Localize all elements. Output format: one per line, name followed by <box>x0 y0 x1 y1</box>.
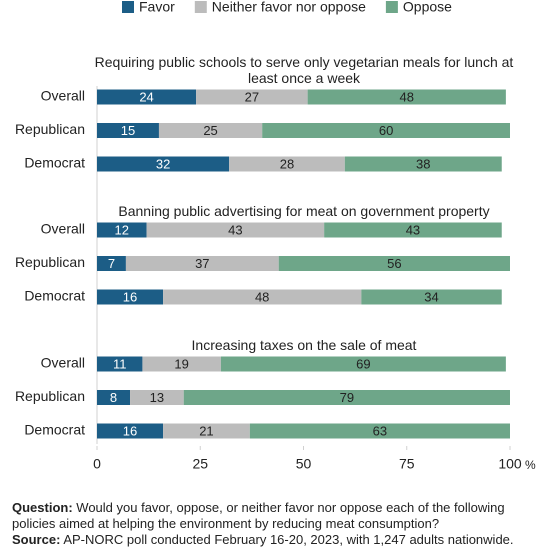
data-label: 38 <box>416 156 430 171</box>
category-label: Overall <box>41 355 85 371</box>
data-label: 15 <box>121 123 135 138</box>
bar-segment <box>97 390 131 405</box>
bar-segment <box>262 123 510 138</box>
data-label: 56 <box>387 256 401 271</box>
bar-segment <box>307 89 506 105</box>
bar-segment <box>344 156 502 172</box>
data-label: 25 <box>203 123 217 138</box>
category-label: Republican <box>15 388 85 404</box>
bar-segment <box>146 222 325 238</box>
x-tick-label: 0 <box>93 456 101 472</box>
data-label: 19 <box>174 356 188 371</box>
data-label: 43 <box>228 222 242 237</box>
data-label: 32 <box>156 156 170 171</box>
legend-label: Favor <box>139 0 175 15</box>
data-label: 7 <box>108 256 115 271</box>
x-tick-label: 75 <box>399 456 415 472</box>
data-label: 69 <box>356 356 370 371</box>
question-text: Would you favor, oppose, or neither favo… <box>12 500 505 531</box>
category-label: Democrat <box>24 155 85 171</box>
bar-segment <box>97 89 197 105</box>
data-label: 63 <box>373 423 387 438</box>
bar-segment <box>278 256 510 271</box>
bar-segment <box>163 289 362 305</box>
data-label: 12 <box>115 222 129 237</box>
bar-segment <box>249 423 510 439</box>
x-tick-label: 50 <box>296 456 312 472</box>
bar-segment <box>324 222 502 238</box>
data-label: 13 <box>150 390 164 405</box>
source-text: AP-NORC poll conducted February 16-20, 2… <box>63 532 514 547</box>
data-label: 60 <box>379 123 393 138</box>
data-label: 16 <box>123 289 137 304</box>
bar-segment <box>229 156 345 172</box>
x-axis-unit: % <box>525 458 536 472</box>
category-label: Democrat <box>24 422 85 438</box>
source: Source: AP-NORC poll conducted February … <box>12 532 542 548</box>
data-label: 48 <box>400 89 414 104</box>
bar-segment <box>97 356 143 372</box>
source-label: Source: <box>12 532 61 547</box>
bar-segment <box>183 390 511 405</box>
data-label: 24 <box>139 89 153 104</box>
bar-segment <box>97 222 147 238</box>
category-label: Republican <box>15 254 85 270</box>
data-label: 48 <box>255 289 269 304</box>
bar-segment <box>158 123 263 138</box>
question: Question: Would you favor, oppose, or ne… <box>12 500 542 532</box>
bar-segment <box>361 289 502 305</box>
bar-segment <box>163 423 250 439</box>
legend-swatch <box>385 1 398 13</box>
bar-segment <box>97 289 164 305</box>
bar-segment <box>97 156 230 172</box>
legend-label: Neither favor nor oppose <box>212 0 366 15</box>
data-label: 28 <box>280 156 294 171</box>
bar-segment <box>97 123 159 138</box>
data-label: 11 <box>113 356 127 371</box>
panel-title: Banning public advertising for meat on g… <box>118 203 490 219</box>
bar-segment <box>97 256 126 271</box>
data-label: 79 <box>340 390 354 405</box>
panel-title: Increasing taxes on the sale of meat <box>191 337 417 353</box>
bar-segment <box>142 356 221 372</box>
bar-segment <box>196 89 308 105</box>
data-label: 43 <box>406 222 420 237</box>
legend-swatch <box>122 1 134 13</box>
category-label: Republican <box>15 121 85 137</box>
footnote: Question: Would you favor, oppose, or ne… <box>12 500 542 548</box>
data-label: 34 <box>424 289 438 304</box>
data-label: 27 <box>245 89 259 104</box>
x-tick-label: 100 <box>498 456 522 472</box>
data-label: 21 <box>199 423 213 438</box>
category-label: Democrat <box>24 288 85 304</box>
legend-label: Oppose <box>403 0 452 15</box>
category-label: Overall <box>41 88 85 104</box>
bar-segment <box>97 423 164 439</box>
bar-segment <box>125 256 279 271</box>
bar-segment <box>130 390 184 405</box>
question-label: Question: <box>12 500 73 515</box>
category-label: Overall <box>41 221 85 237</box>
data-label: 16 <box>123 423 137 438</box>
legend-swatch <box>194 1 207 13</box>
x-tick-label: 25 <box>192 456 208 472</box>
data-label: 8 <box>110 390 117 405</box>
bar-segment <box>220 356 506 372</box>
panel-title: Requiring public schools to serve only v… <box>94 54 514 86</box>
data-label: 37 <box>195 256 209 271</box>
